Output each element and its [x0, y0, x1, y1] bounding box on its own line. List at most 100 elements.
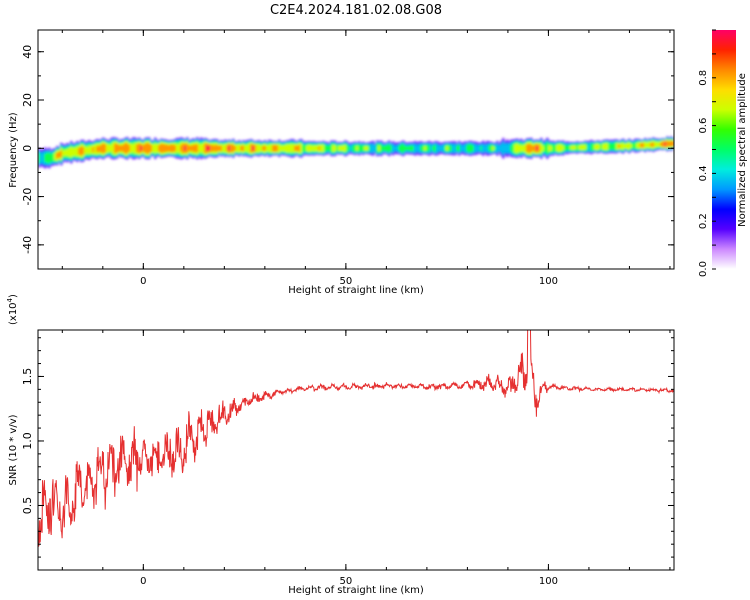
- heatmap-cell: [92, 147, 95, 153]
- heatmap-cell: [242, 145, 245, 152]
- heatmap-cell: [108, 144, 111, 152]
- heatmap-cell: [162, 144, 165, 153]
- heatmap-cell: [638, 142, 641, 149]
- spectrogram-x-tick-labels: 0 50 100: [140, 276, 558, 287]
- heatmap-cell: [38, 153, 41, 163]
- heatmap-cell: [284, 145, 287, 152]
- colorbar-tick-label: 0.6: [698, 118, 709, 134]
- heatmap-cell: [118, 145, 121, 152]
- heatmap-cell: [252, 145, 255, 151]
- snr-y-axis-label: SNR (10 * v/v): [8, 414, 19, 485]
- heatmap-cell: [176, 144, 179, 153]
- heatmap-cell: [312, 145, 315, 151]
- heatmap-cell: [430, 143, 433, 153]
- heatmap-cell: [586, 143, 589, 151]
- heatmap-cell: [290, 144, 293, 153]
- heatmap-cell: [506, 143, 509, 154]
- heatmap-cell: [254, 144, 257, 152]
- heatmap-cell: [270, 144, 273, 153]
- heatmap-cell: [326, 145, 329, 152]
- heatmap-cell: [102, 143, 105, 154]
- y-tick-label: -40: [21, 236, 34, 254]
- heatmap-cell: [258, 144, 261, 153]
- heatmap-cell: [212, 145, 215, 152]
- heatmap-cell: [178, 143, 181, 153]
- heatmap-cell: [116, 143, 119, 153]
- heatmap-cell: [164, 144, 167, 153]
- heatmap-cell: [346, 144, 349, 153]
- heatmap-cell: [282, 145, 285, 152]
- heatmap-cell: [58, 152, 61, 158]
- heatmap-cell: [418, 144, 421, 153]
- heatmap-cell: [408, 145, 411, 151]
- spectrogram-y-tick-labels: -40 -20 0 20 40: [21, 45, 34, 254]
- heatmap-cell: [260, 145, 263, 152]
- heatmap-cell: [186, 143, 189, 154]
- y-tick-label: 40: [21, 45, 34, 59]
- heatmap-cell: [582, 144, 585, 150]
- heatmap-cell: [64, 149, 67, 156]
- heatmap-cell: [188, 145, 191, 151]
- heatmap-cell: [46, 152, 49, 164]
- heatmap-cell: [100, 145, 103, 153]
- heatmap-cell: [552, 143, 555, 153]
- heatmap-cell: [106, 143, 109, 153]
- heatmap-cell: [566, 145, 569, 151]
- snr-multiplier-label: (x104): [6, 294, 19, 325]
- heatmap-cell: [288, 144, 291, 153]
- heatmap-cell: [612, 143, 615, 150]
- heatmap-cell: [228, 145, 231, 152]
- heatmap-cell: [422, 144, 425, 152]
- heatmap-cell: [448, 144, 451, 152]
- heatmap-cell: [236, 144, 239, 152]
- heatmap-cell: [458, 144, 461, 152]
- heatmap-cell: [626, 143, 629, 149]
- heatmap-cell: [476, 144, 479, 152]
- heatmap-cell: [446, 145, 449, 151]
- heatmap-cell: [324, 144, 327, 153]
- heatmap-cell: [426, 144, 429, 152]
- heatmap-cell: [540, 143, 543, 154]
- colorbar-tick-label: 0.0: [698, 261, 709, 277]
- heatmap-cell: [138, 143, 141, 154]
- heatmap-cell: [44, 153, 47, 163]
- heatmap-cell: [234, 146, 237, 151]
- heatmap-cell: [122, 145, 125, 152]
- heatmap-cell: [154, 143, 157, 154]
- colorbar-ticks: 0.0 0.2 0.4 0.6 0.8: [698, 29, 716, 277]
- heatmap-cell: [220, 145, 223, 151]
- heatmap-cell: [332, 144, 335, 152]
- heatmap-cell: [348, 146, 351, 151]
- heatmap-cell: [520, 145, 523, 152]
- heatmap-cell: [546, 142, 549, 155]
- heatmap-cell: [190, 145, 193, 151]
- snr-y-tick-labels: 0.5 1.0 1.5: [21, 368, 34, 515]
- heatmap-cell: [96, 146, 99, 152]
- heatmap-cell: [486, 144, 489, 153]
- heatmap-cell: [70, 146, 73, 158]
- heatmap-cell: [614, 142, 617, 151]
- heatmap-cell: [322, 144, 325, 153]
- heatmap-cell: [622, 142, 625, 150]
- heatmap-cell: [460, 144, 463, 153]
- heatmap-cell: [598, 144, 601, 150]
- heatmap-cell: [308, 144, 311, 152]
- heatmap-cell: [40, 152, 43, 164]
- y-tick-label: 1.0: [21, 432, 34, 450]
- y-tick-label: 1.5: [21, 368, 34, 386]
- x-tick-label: 100: [539, 276, 558, 287]
- heatmap-cell: [204, 143, 207, 154]
- heatmap-cell: [380, 143, 383, 153]
- heatmap-cell: [336, 144, 339, 152]
- heatmap-cell: [112, 142, 115, 155]
- heatmap-cell: [616, 142, 619, 150]
- heatmap-cell: [354, 144, 357, 153]
- heatmap-cell: [210, 144, 213, 152]
- heatmap-cell: [412, 145, 415, 152]
- heatmap-cell: [514, 144, 517, 153]
- heatmap-cell: [660, 142, 663, 146]
- heatmap-cell: [300, 143, 303, 153]
- heatmap-cell: [560, 144, 563, 152]
- heatmap-cell: [572, 145, 575, 150]
- heatmap-cell: [538, 144, 541, 152]
